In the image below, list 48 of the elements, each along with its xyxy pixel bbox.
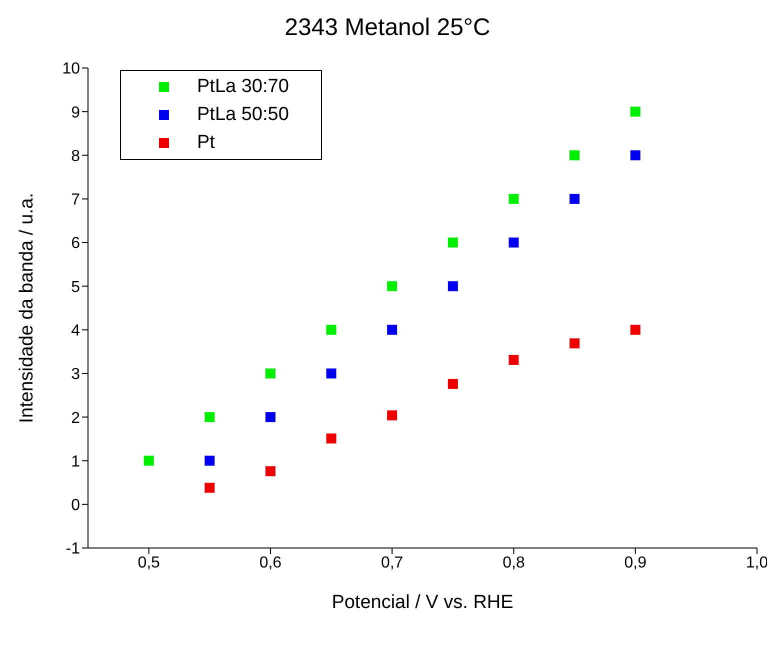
point xyxy=(144,456,154,466)
point xyxy=(326,368,336,378)
point xyxy=(508,238,519,248)
point xyxy=(265,368,276,378)
point xyxy=(630,150,640,160)
point xyxy=(204,456,215,466)
chart-title: 2343 Metanol 25°C xyxy=(284,13,492,43)
point xyxy=(448,238,458,248)
point xyxy=(448,378,458,389)
y-tick-label: 2 xyxy=(71,410,80,427)
y-tick-label: 9 xyxy=(71,104,80,122)
point xyxy=(570,338,580,348)
point xyxy=(387,281,398,292)
legend-label: Pt xyxy=(197,131,215,155)
x-tick-label: 0,7 xyxy=(380,554,404,572)
point xyxy=(265,412,276,422)
point xyxy=(448,281,458,292)
point xyxy=(508,194,519,204)
legend-label: PtLa 50:50 xyxy=(197,103,289,127)
point xyxy=(570,150,580,160)
point xyxy=(570,194,580,204)
point xyxy=(265,466,276,476)
point xyxy=(508,354,519,365)
point xyxy=(630,106,640,117)
point xyxy=(204,412,215,422)
point xyxy=(326,324,336,335)
x-tick-label: 0,9 xyxy=(624,554,647,572)
y-tick-label: 0 xyxy=(71,497,80,514)
point xyxy=(204,482,215,493)
y-tick-label: 3 xyxy=(71,366,80,384)
x-tick-label: 0,8 xyxy=(502,554,525,572)
y-axis-title: Intensidade da banda / u.a. xyxy=(16,192,38,424)
x-tick-label: 0,5 xyxy=(138,554,160,572)
y-tick-label: 8 xyxy=(71,148,80,165)
y-tick-label: -1 xyxy=(66,540,80,558)
y-tick-label: 10 xyxy=(62,60,80,78)
y-tick-label: 5 xyxy=(71,278,80,296)
y-tick-label: 7 xyxy=(71,192,80,209)
point xyxy=(630,324,640,335)
legend-label: PtLa 30:70 xyxy=(197,75,289,99)
y-tick-label: 6 xyxy=(71,235,80,252)
point xyxy=(326,433,336,444)
point xyxy=(387,410,398,420)
y-tick-label: 4 xyxy=(71,322,80,340)
x-axis-title: Potencial / V vs. RHE xyxy=(332,592,514,613)
x-tick-label: 0,6 xyxy=(259,554,282,572)
point xyxy=(387,324,398,335)
y-tick-label: 1 xyxy=(71,453,80,470)
